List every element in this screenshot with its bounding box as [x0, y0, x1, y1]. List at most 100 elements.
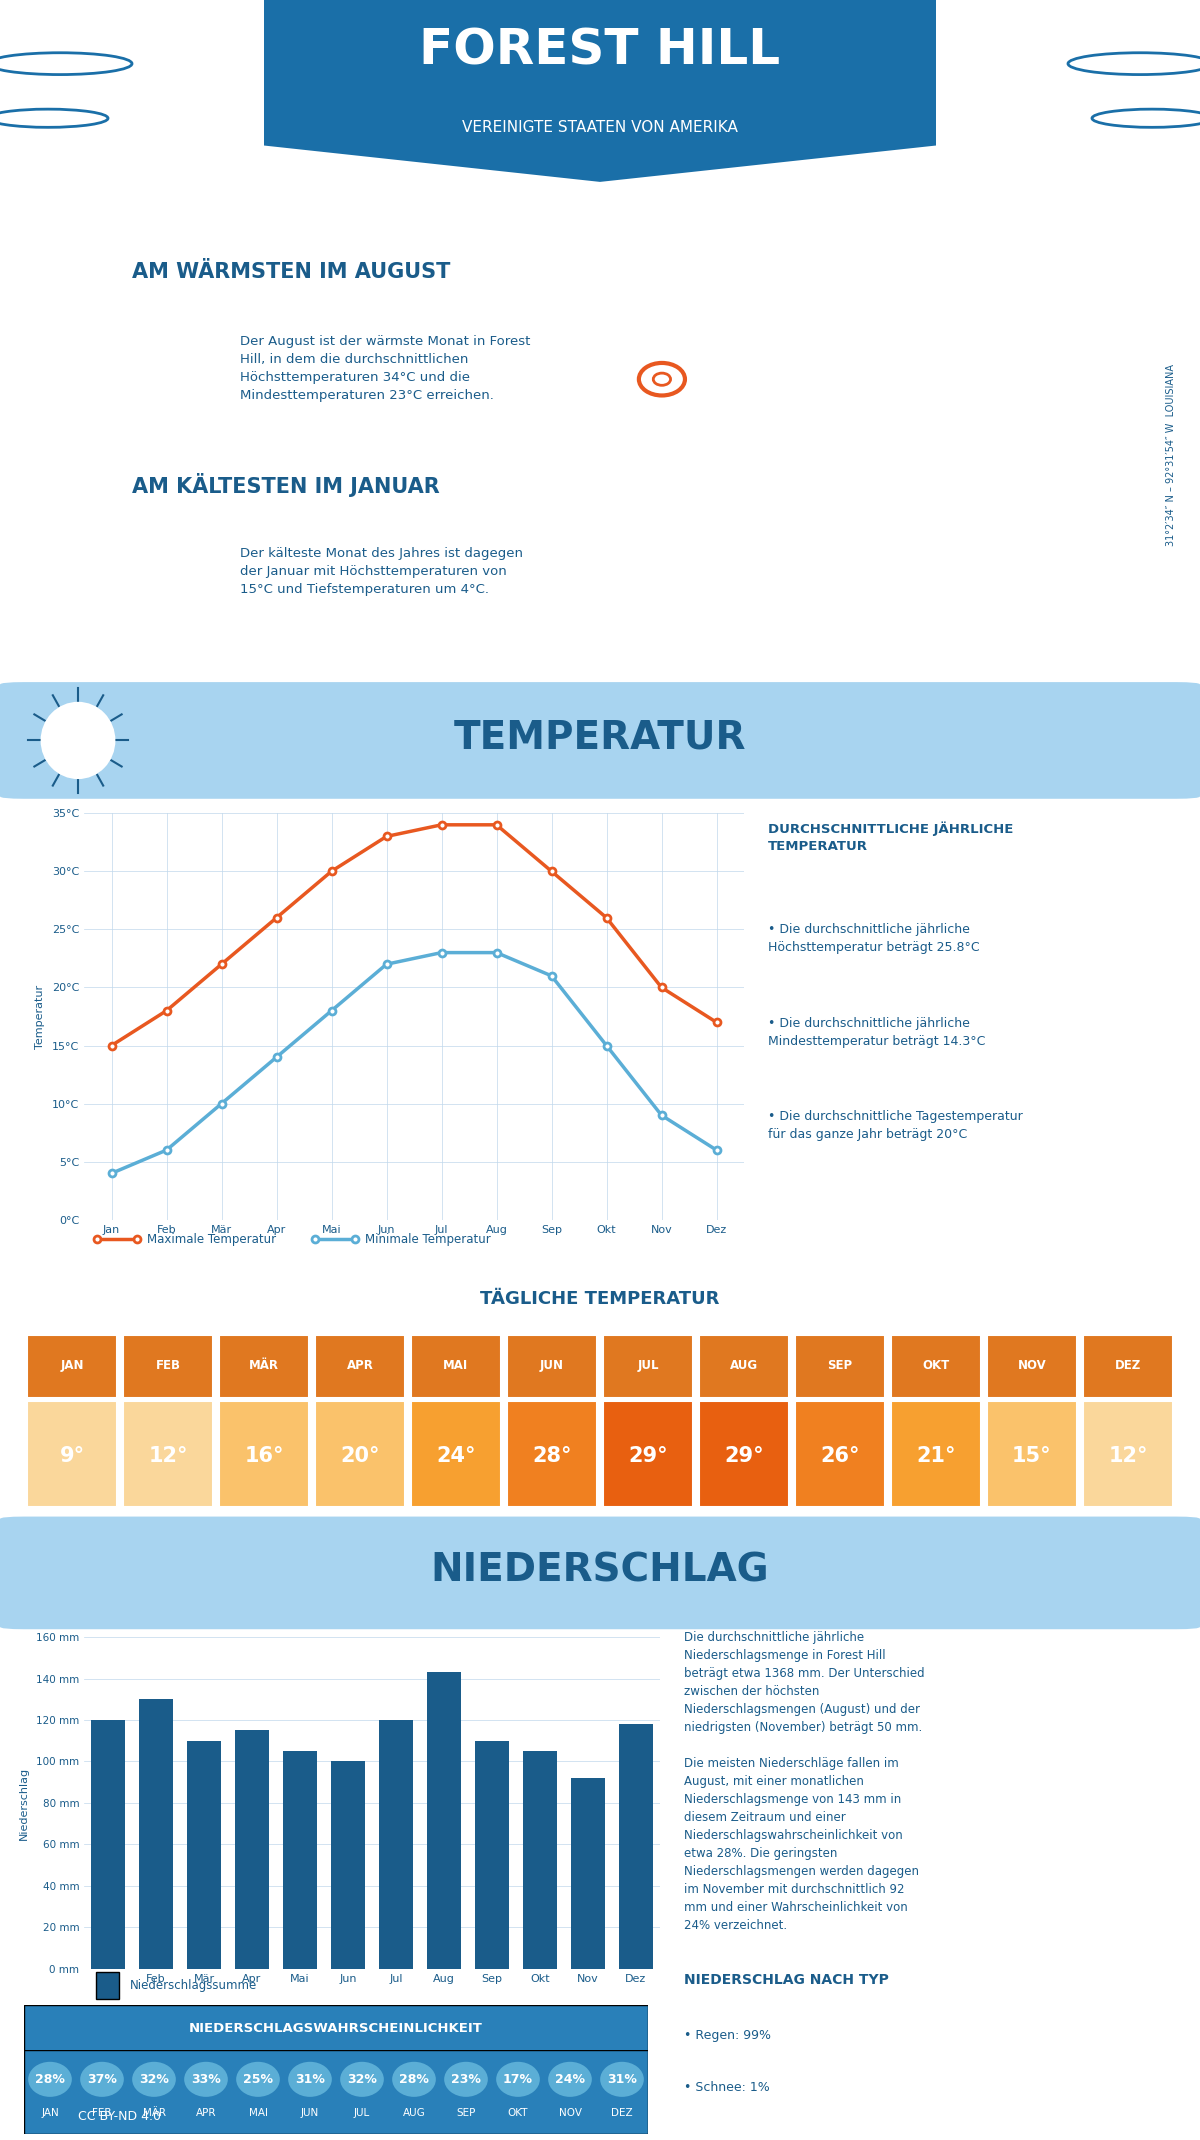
FancyBboxPatch shape: [122, 1335, 214, 1397]
Text: • Schnee: 1%: • Schnee: 1%: [684, 2080, 769, 2093]
Text: 29°: 29°: [724, 1447, 764, 1466]
Text: Minimale Temperatur: Minimale Temperatur: [365, 1233, 491, 1245]
FancyBboxPatch shape: [24, 2005, 648, 2052]
Text: TEMPERATUR: TEMPERATUR: [454, 719, 746, 758]
FancyBboxPatch shape: [1082, 1335, 1174, 1397]
Polygon shape: [264, 0, 936, 182]
Text: 17%: 17%: [503, 2074, 533, 2086]
FancyBboxPatch shape: [986, 1335, 1078, 1397]
Circle shape: [236, 2061, 280, 2097]
FancyBboxPatch shape: [602, 1402, 694, 1507]
Text: JAN: JAN: [60, 1359, 84, 1372]
Text: DURCHSCHNITTLICHE JÄHRLICHE
TEMPERATUR: DURCHSCHNITTLICHE JÄHRLICHE TEMPERATUR: [768, 822, 1013, 854]
Bar: [283, 1751, 317, 1969]
Text: AUG: AUG: [730, 1359, 758, 1372]
Text: AUG: AUG: [403, 2108, 425, 2119]
Text: JUL: JUL: [354, 2108, 370, 2119]
Text: 31°2′34″ N – 92°31′54″ W  LOUISIANA: 31°2′34″ N – 92°31′54″ W LOUISIANA: [1166, 364, 1176, 546]
Circle shape: [392, 2061, 436, 2097]
Text: 37%: 37%: [88, 2074, 116, 2086]
Text: 28%: 28%: [35, 2074, 65, 2086]
Bar: [475, 1740, 509, 1969]
Bar: [379, 1721, 413, 1969]
Text: NIEDERSCHLAGSWAHRSCHEINLICHKEIT: NIEDERSCHLAGSWAHRSCHEINLICHKEIT: [190, 2022, 482, 2035]
Text: APR: APR: [196, 2108, 216, 2119]
Text: 32%: 32%: [347, 2074, 377, 2086]
Text: AM WÄRMSTEN IM AUGUST: AM WÄRMSTEN IM AUGUST: [132, 261, 450, 282]
Circle shape: [653, 372, 671, 385]
Bar: [91, 1721, 125, 1969]
Text: DEZ: DEZ: [1115, 1359, 1141, 1372]
Text: 23%: 23%: [451, 2074, 481, 2086]
Text: 16°: 16°: [245, 1447, 283, 1466]
Circle shape: [340, 2061, 384, 2097]
Polygon shape: [766, 246, 967, 571]
Text: 20°: 20°: [341, 1447, 379, 1466]
FancyBboxPatch shape: [314, 1402, 406, 1507]
Text: MAI: MAI: [248, 2108, 268, 2119]
Bar: [139, 1699, 173, 1969]
FancyBboxPatch shape: [410, 1402, 502, 1507]
Text: 28°: 28°: [533, 1447, 571, 1466]
FancyBboxPatch shape: [1082, 1402, 1174, 1507]
Text: • Die durchschnittliche jährliche
Mindesttemperatur beträgt 14.3°C: • Die durchschnittliche jährliche Mindes…: [768, 1016, 985, 1046]
Circle shape: [42, 704, 114, 777]
FancyBboxPatch shape: [602, 1335, 694, 1397]
FancyBboxPatch shape: [218, 1402, 310, 1507]
Bar: [427, 1671, 461, 1969]
FancyBboxPatch shape: [890, 1335, 982, 1397]
Text: 29°: 29°: [628, 1447, 668, 1466]
Y-axis label: Temperatur: Temperatur: [35, 984, 44, 1049]
Text: 12°: 12°: [1109, 1447, 1147, 1466]
Text: FOREST HILL: FOREST HILL: [420, 28, 780, 75]
Text: 31%: 31%: [295, 2074, 325, 2086]
Circle shape: [548, 2061, 592, 2097]
Text: NOV: NOV: [558, 2108, 582, 2119]
Text: • Regen: 99%: • Regen: 99%: [684, 2029, 770, 2042]
FancyBboxPatch shape: [794, 1402, 886, 1507]
FancyBboxPatch shape: [218, 1335, 310, 1397]
Y-axis label: Niederschlag: Niederschlag: [19, 1766, 29, 1840]
Text: NIEDERSCHLAG NACH TYP: NIEDERSCHLAG NACH TYP: [684, 1973, 889, 1988]
FancyBboxPatch shape: [122, 1402, 214, 1507]
FancyBboxPatch shape: [506, 1402, 598, 1507]
Text: TÄGLICHE TEMPERATUR: TÄGLICHE TEMPERATUR: [480, 1290, 720, 1308]
Text: Niederschlagssumme: Niederschlagssumme: [130, 1980, 257, 1992]
Bar: [235, 1731, 269, 1969]
Bar: [331, 1761, 365, 1969]
Circle shape: [444, 2061, 488, 2097]
Circle shape: [288, 2061, 332, 2097]
Text: SEP: SEP: [828, 1359, 852, 1372]
Circle shape: [28, 2061, 72, 2097]
Circle shape: [496, 2061, 540, 2097]
Text: MAI: MAI: [443, 1359, 469, 1372]
Bar: [619, 1725, 653, 1969]
Text: 32%: 32%: [139, 2074, 169, 2086]
FancyBboxPatch shape: [698, 1335, 790, 1397]
Text: JUN: JUN: [540, 1359, 564, 1372]
FancyBboxPatch shape: [890, 1402, 982, 1507]
Text: DEZ: DEZ: [611, 2108, 632, 2119]
Text: MÄR: MÄR: [250, 1359, 278, 1372]
FancyBboxPatch shape: [410, 1335, 502, 1397]
Text: 28%: 28%: [400, 2074, 428, 2086]
Bar: [571, 1778, 605, 1969]
FancyBboxPatch shape: [0, 1517, 1200, 1629]
Text: NOV: NOV: [1018, 1359, 1046, 1372]
Text: Maximale Temperatur: Maximale Temperatur: [146, 1233, 276, 1245]
Circle shape: [600, 2061, 644, 2097]
Text: 15°: 15°: [1012, 1447, 1052, 1466]
Text: APR: APR: [347, 1359, 373, 1372]
Text: VEREINIGTE STAATEN VON AMERIKA: VEREINIGTE STAATEN VON AMERIKA: [462, 120, 738, 135]
FancyBboxPatch shape: [0, 683, 1200, 798]
Text: 12°: 12°: [149, 1447, 187, 1466]
Polygon shape: [898, 246, 1128, 490]
Text: Der August ist der wärmste Monat in Forest
Hill, in dem die durchschnittlichen
H: Der August ist der wärmste Monat in Fore…: [240, 336, 530, 402]
FancyBboxPatch shape: [26, 1335, 118, 1397]
Text: 21°: 21°: [917, 1447, 955, 1466]
Polygon shape: [593, 246, 708, 612]
FancyBboxPatch shape: [794, 1335, 886, 1397]
Text: METEOATLAS.DE: METEOATLAS.DE: [865, 2108, 1007, 2125]
Text: JUL: JUL: [637, 1359, 659, 1372]
Text: 24°: 24°: [437, 1447, 475, 1466]
